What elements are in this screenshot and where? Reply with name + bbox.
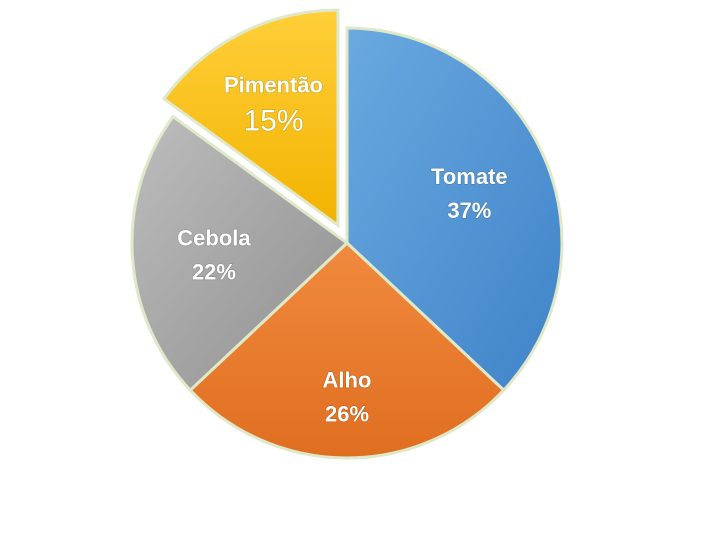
pie-slice-tomate [345, 26, 564, 393]
slice-value-pimentao: 15% [243, 105, 303, 138]
slice-label-tomate: Tomate [431, 164, 508, 189]
slice-label-cebola: Cebola [177, 225, 251, 250]
pie-slices [130, 8, 564, 460]
pie-slice-cebola [130, 114, 350, 393]
pie-labels: Tomate 37% Alho 26% Cebola 22% Pimentão 15% [177, 72, 509, 427]
pie-slice-pimentao [161, 8, 340, 229]
slice-value-cebola: 22% [192, 259, 236, 284]
pie-slice-alho [188, 240, 506, 460]
slice-label-pimentao: Pimentão [224, 73, 323, 98]
slice-value-tomate: 37% [447, 198, 491, 223]
slice-label-alho: Alho [323, 368, 372, 393]
slice-value-alho: 26% [325, 402, 369, 427]
